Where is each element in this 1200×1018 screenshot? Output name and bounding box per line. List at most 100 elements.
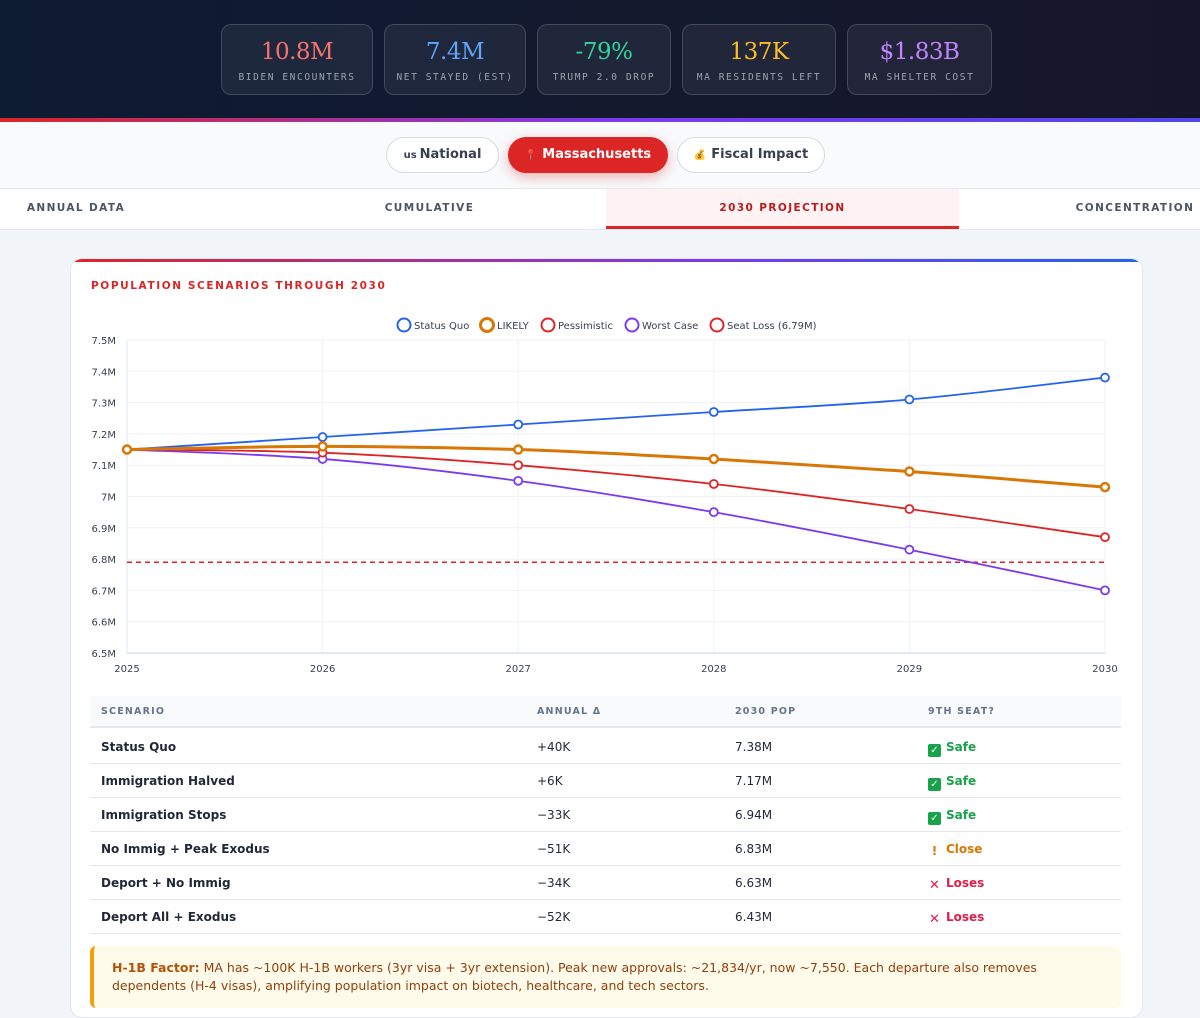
data-point[interactable] — [904, 504, 915, 514]
cell-2030-pop: 7.17M — [735, 774, 773, 788]
data-point[interactable] — [708, 479, 719, 489]
table-header: SCENARIO ANNUAL Δ 2030 POP 9TH SEAT? — [90, 696, 1121, 728]
table-row: Immigration Stops −33K 6.94M ✓ Safe — [90, 798, 1121, 832]
population-line-chart: 6.5M 6.6M 6.7M 6.8M 6.9M 7M 7.1M 7.2M 7.3M 7.4M 7.… — [91, 317, 1118, 675]
y-tick-label: 6.5M — [91, 649, 116, 660]
data-point[interactable] — [904, 394, 915, 405]
data-point[interactable] — [708, 407, 719, 417]
header-2030-pop: 2030 POP — [735, 706, 797, 717]
data-point[interactable] — [317, 441, 328, 452]
data-point[interactable] — [317, 432, 328, 442]
data-point[interactable] — [904, 544, 915, 555]
chart-legend: Status Quo LIKELY Pessimistic Worst Case Sea… — [396, 317, 817, 333]
series-line — [126, 448, 1106, 539]
header-9th-seat: 9TH SEAT? — [928, 706, 996, 717]
y-tick-label: 7.5M — [91, 336, 116, 347]
legend-label: LIKELY — [497, 321, 530, 332]
seat-status: Close — [946, 842, 983, 856]
tab-cumulative[interactable]: CUMULATIVE — [384, 202, 475, 214]
data-point[interactable] — [513, 475, 524, 486]
tab-label: Fiscal Impact — [711, 147, 809, 162]
tab-label: Massachusetts — [542, 147, 652, 162]
data-point[interactable] — [513, 460, 524, 471]
data-point[interactable] — [121, 444, 133, 455]
table-row: Status Quo +40K 7.38M ✓ Safe — [90, 730, 1121, 764]
seat-status: Loses — [946, 910, 985, 924]
legend-marker — [624, 317, 640, 333]
tab-concentration[interactable]: CONCENTRATION — [1075, 202, 1195, 214]
legend-item[interactable]: Pessimistic — [540, 317, 613, 333]
stat-card-net-stayed: 7.4M NET STAYED (EST) — [384, 24, 526, 95]
data-point[interactable] — [708, 453, 720, 465]
card-title: POPULATION SCENARIOS THROUGH 2030 — [91, 280, 387, 292]
table-row: Deport + No Immig −34K 6.63M ✕ Loses — [90, 866, 1121, 900]
data-point[interactable] — [1100, 532, 1110, 543]
cell-2030-pop: 6.83M — [735, 842, 773, 856]
stat-value: -79% — [575, 39, 633, 65]
series-status-quo — [122, 372, 1110, 455]
stat-label: TRUMP 2.0 DROP — [552, 72, 656, 83]
note-label: H-1B Factor: — [112, 960, 200, 975]
legend-item[interactable]: Seat Loss (6.79M) — [709, 317, 817, 333]
cell-scenario: No Immig + Peak Exodus — [101, 842, 270, 856]
note-text: MA has ~100K H-1B workers (3yr visa + 3y… — [112, 960, 1037, 993]
stat-label: BIDEN ENCOUNTERS — [238, 72, 356, 83]
tab-national[interactable]: us National — [386, 137, 499, 173]
cell-annual-delta: −34K — [537, 876, 571, 890]
legend-item[interactable]: Status Quo — [396, 317, 470, 333]
x-icon: ✕ — [929, 878, 940, 893]
y-axis: 6.5M 6.6M 6.7M 6.8M 6.9M 7M 7.1M 7.2M 7.3M 7.4M 7.… — [91, 336, 128, 660]
x-tick-label: 2029 — [897, 664, 922, 675]
data-point[interactable] — [1099, 481, 1111, 493]
check-icon: ✓ — [928, 744, 941, 757]
stat-value: $1.83B — [879, 39, 960, 65]
legend-item[interactable]: LIKELY — [479, 317, 530, 333]
projection-card: POPULATION SCENARIOS THROUGH 2030 — [70, 258, 1143, 1018]
tab-fiscal-impact[interactable]: 💰 Fiscal Impact — [677, 137, 825, 173]
check-icon: ✓ — [928, 812, 941, 825]
stat-value: 137K — [729, 39, 789, 65]
seat-status: Safe — [946, 808, 977, 822]
cell-annual-delta: −51K — [537, 842, 571, 856]
tab-label: National — [419, 147, 482, 162]
y-tick-label: 6.8M — [91, 555, 116, 566]
cell-scenario: Deport All + Exodus — [101, 910, 237, 924]
cell-annual-delta: +40K — [537, 740, 571, 754]
cell-9th-seat: ✕ Loses — [928, 910, 984, 926]
y-tick-label: 7.3M — [91, 399, 116, 410]
legend-label: Seat Loss (6.79M) — [727, 321, 817, 332]
cell-2030-pop: 6.43M — [735, 910, 773, 924]
cell-9th-seat: ✕ Loses — [928, 876, 984, 892]
data-point[interactable] — [904, 466, 915, 477]
header-accent-bar — [0, 118, 1200, 122]
cell-annual-delta: +6K — [537, 774, 563, 788]
data-point[interactable] — [1100, 372, 1110, 383]
cell-annual-delta: −33K — [537, 808, 571, 822]
legend-marker — [479, 317, 495, 333]
series-pessimistic — [122, 444, 1110, 543]
h1b-factor-note: H-1B Factor: MA has ~100K H-1B workers (… — [90, 946, 1121, 1008]
legend-item[interactable]: Worst Case — [624, 317, 699, 333]
tab-2030-projection[interactable]: 2030 PROJECTION — [606, 189, 959, 229]
stat-label: MA SHELTER COST — [864, 72, 975, 83]
cell-scenario: Deport + No Immig — [101, 876, 231, 890]
y-tick-label: 6.7M — [91, 586, 116, 597]
cell-scenario: Status Quo — [101, 740, 177, 754]
data-point[interactable] — [708, 507, 719, 518]
seat-status: Safe — [946, 774, 977, 788]
data-point[interactable] — [512, 444, 524, 455]
data-point[interactable] — [513, 419, 524, 430]
cell-9th-seat: ✓ Safe — [928, 740, 976, 757]
us-flag-icon: us — [403, 150, 417, 161]
y-tick-label: 6.9M — [91, 524, 116, 535]
table-row: Deport All + Exodus −52K 6.43M ✕ Loses — [90, 900, 1121, 934]
tab-annual-data[interactable]: ANNUAL DATA — [26, 202, 126, 214]
series-likely — [121, 441, 1111, 493]
cell-scenario: Immigration Stops — [101, 808, 227, 822]
legend-marker — [396, 317, 412, 333]
tab-massachusetts[interactable]: 📍 Massachusetts — [508, 137, 668, 173]
series-line — [126, 448, 1106, 592]
header-scenario: SCENARIO — [101, 706, 166, 717]
x-tick-label: 2025 — [114, 664, 139, 675]
data-point[interactable] — [1100, 585, 1110, 596]
